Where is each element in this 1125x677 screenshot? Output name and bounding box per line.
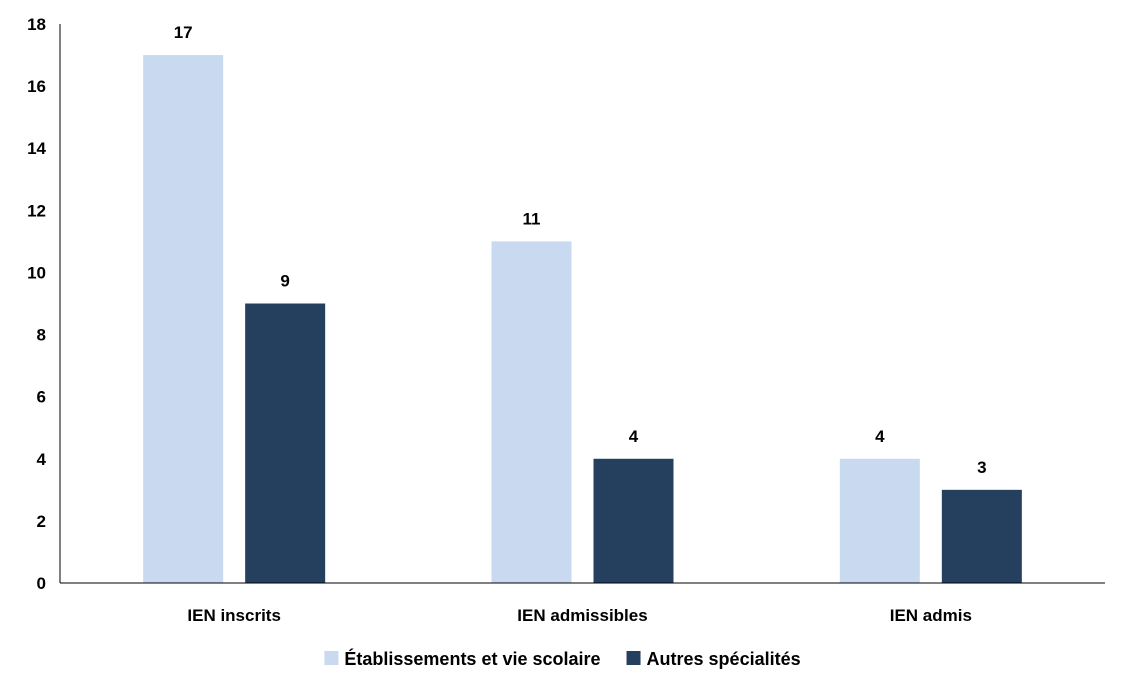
y-tick-label: 2 <box>37 512 46 531</box>
data-label: 11 <box>523 209 541 228</box>
bar <box>245 304 325 584</box>
x-category-label: IEN admis <box>890 606 972 625</box>
data-label: 9 <box>280 272 289 291</box>
y-tick-label: 4 <box>37 450 47 469</box>
y-axis-ticks: 0 2 4 6 8 10 12 14 16 18 <box>27 15 46 593</box>
data-label: 4 <box>875 427 885 446</box>
y-tick-label: 0 <box>37 574 46 593</box>
x-axis-categories: IEN inscrits IEN admissibles IEN admis <box>187 606 972 625</box>
bars <box>143 55 1022 583</box>
x-category-label: IEN inscrits <box>187 606 281 625</box>
legend-label: Établissements et vie scolaire <box>344 648 600 669</box>
legend-swatch <box>324 651 338 665</box>
bar <box>840 459 920 583</box>
data-label: 4 <box>629 427 639 446</box>
data-label: 17 <box>174 23 193 42</box>
y-tick-label: 6 <box>37 388 46 407</box>
y-tick-label: 16 <box>27 77 46 96</box>
bar <box>942 490 1022 583</box>
y-tick-label: 12 <box>27 201 46 220</box>
x-category-label: IEN admissibles <box>517 606 647 625</box>
y-tick-label: 14 <box>27 139 46 158</box>
legend-label: Autres spécialités <box>647 649 801 669</box>
bar <box>492 241 572 583</box>
legend-swatch <box>627 651 641 665</box>
y-tick-label: 18 <box>27 15 46 34</box>
y-tick-label: 8 <box>37 326 46 345</box>
bar <box>143 55 223 583</box>
data-label: 3 <box>977 458 986 477</box>
legend: Établissements et vie scolaire Autres spé… <box>324 648 800 669</box>
y-tick-label: 10 <box>27 263 46 282</box>
bar <box>594 459 674 583</box>
